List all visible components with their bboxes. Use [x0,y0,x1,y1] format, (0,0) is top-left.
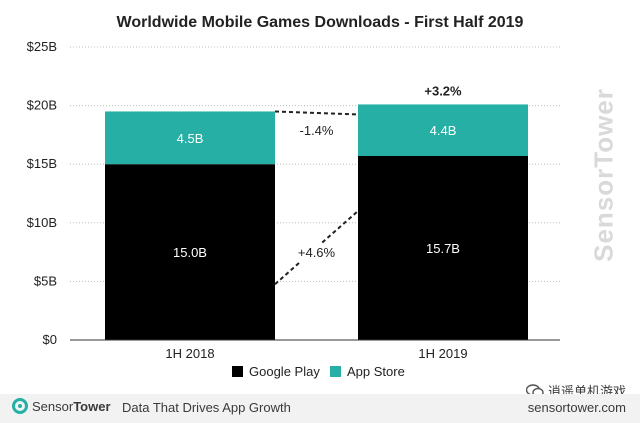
annotations: -1.4% +4.6% +3.2% [274,83,462,285]
google-play-change-connector [274,210,359,285]
axes: $0 $5B $10B $15B $20B $25B 1H 2018 1H 2019 [27,39,560,361]
bar-google-play [105,164,275,340]
x-tick-label: 1H 2019 [418,346,467,361]
bar-app-store [105,111,275,165]
sensortower-watermark: SensorTower [588,88,619,262]
app-store-change-label: -1.4% [300,123,334,138]
y-tick-label: $15B [27,156,57,171]
bars [105,104,528,340]
bar-value-label: 4.4B [430,123,457,138]
legend-label: App Store [347,364,405,379]
chart-title: Worldwide Mobile Games Downloads - First… [117,14,524,31]
google-play-change-label: +4.6% [298,245,336,260]
app-store-change-connector [274,110,359,116]
legend: Google Play App Store [232,364,405,379]
y-tick-label: $10B [27,215,57,230]
bar-value-label: 15.0B [173,245,207,260]
footer-band [0,394,640,423]
y-tick-label: $20B [27,98,57,113]
footer-tagline: Data That Drives App Growth [122,400,291,415]
y-tick-label: $5B [34,273,57,288]
legend-label: Google Play [249,364,320,379]
total-change-label: +3.2% [424,83,462,98]
data-labels: 15.0B 4.5B 15.7B 4.4B [173,123,460,260]
sensortower-logo-icon [12,398,28,414]
x-tick-label: 1H 2018 [165,346,214,361]
google-play-change-label-bg [294,244,339,262]
bar-app-store [358,104,528,156]
footer-url[interactable]: sensortower.com [527,400,626,415]
y-tick-label: $25B [27,39,57,54]
app-store-change-label-bg [294,122,339,140]
footer-logo-bold: Tower [73,398,111,414]
legend-swatch-app-store [330,366,341,377]
bar-google-play [358,155,528,340]
bar-value-label: 4.5B [177,131,204,146]
footer-logo-light: Sensor [32,398,74,414]
y-tick-label: $0 [43,332,57,347]
bar-value-label: 15.7B [426,241,460,256]
legend-swatch-google-play [232,366,243,377]
footer-logo: Sensor Tower [12,398,111,414]
